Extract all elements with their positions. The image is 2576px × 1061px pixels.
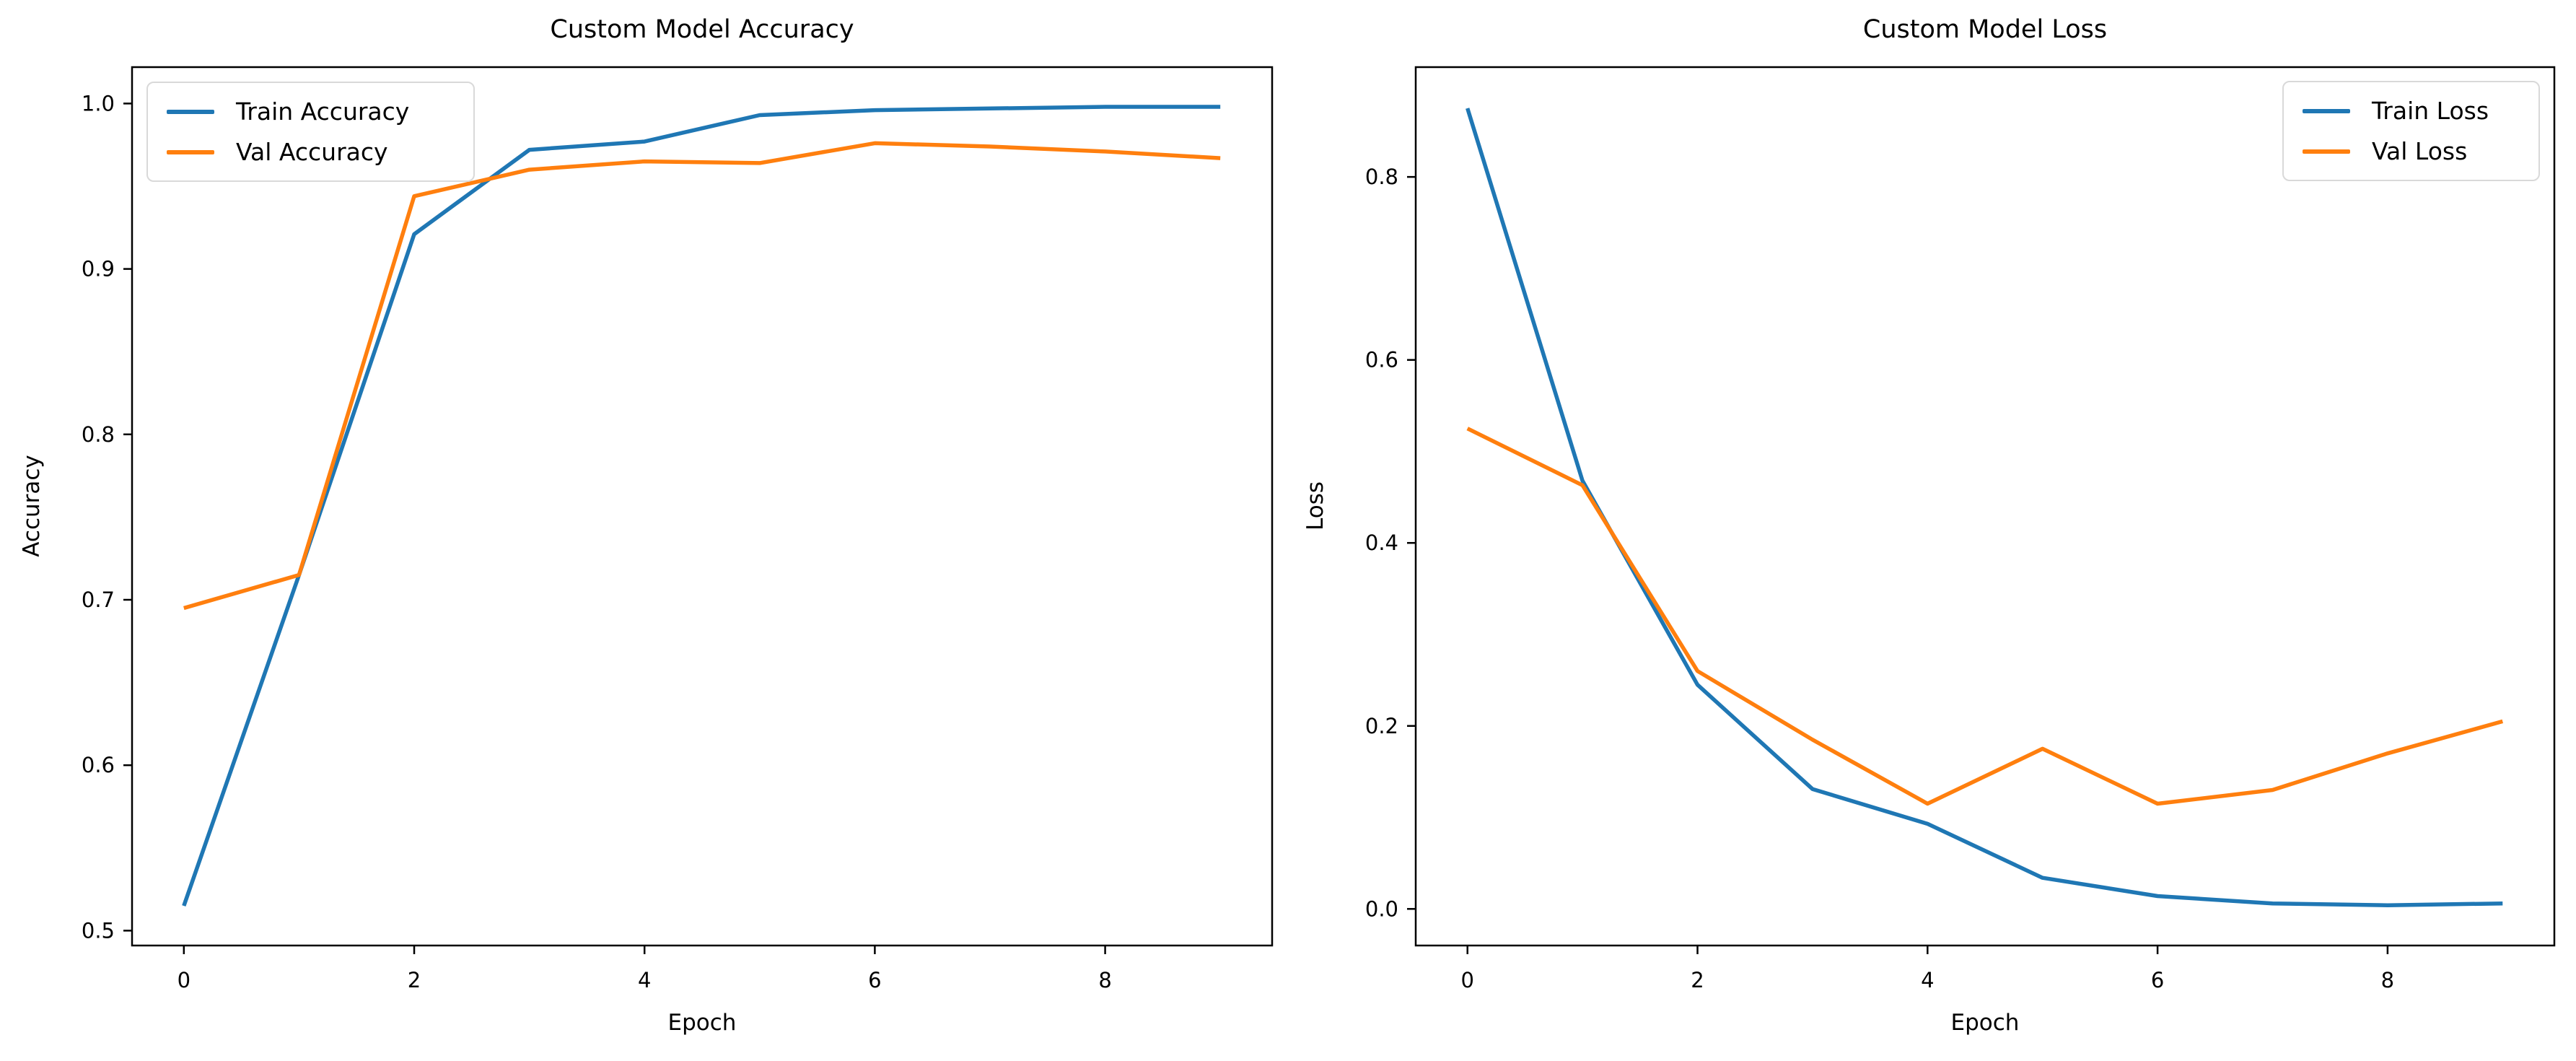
accuracy-x-axis-label: Epoch: [667, 1010, 737, 1036]
legend-label: Val Loss: [2372, 137, 2468, 165]
y-tick-label: 0.4: [1365, 530, 1398, 555]
y-tick-label: 0.8: [82, 422, 115, 447]
x-tick-label: 0: [178, 968, 190, 992]
x-tick-label: 6: [2151, 968, 2164, 992]
axes-spines: [1414, 66, 2556, 947]
x-tick-label: 4: [638, 968, 651, 992]
accuracy-y-axis-label: Accuracy: [19, 455, 45, 557]
y-tick-label: 1.0: [82, 91, 115, 115]
y-tick-label: 0.0: [1365, 896, 1398, 921]
legend-item-val-loss: Val Loss: [2303, 139, 2538, 163]
legend-item-train-accuracy: Train Accuracy: [167, 100, 473, 123]
train-accuracy-line: [182, 105, 1221, 907]
accuracy-legend: Train Accuracy Val Accuracy: [146, 82, 475, 182]
x-tick-label: 6: [868, 968, 881, 992]
legend-item-val-accuracy: Val Accuracy: [167, 140, 473, 164]
val-accuracy-line: [183, 141, 1221, 611]
train-accuracy-line-swatch: [167, 109, 214, 114]
x-tick-label: 2: [408, 968, 421, 992]
y-tick-label: 0.7: [82, 588, 115, 612]
val-accuracy-line-swatch: [167, 149, 214, 154]
loss-y-axis-label: Loss: [1302, 481, 1328, 530]
x-tick-label: 8: [1098, 968, 1111, 992]
legend-label: Train Loss: [2372, 97, 2489, 125]
y-tick-label: 0.2: [1365, 714, 1398, 738]
legend-label: Val Accuracy: [236, 138, 388, 166]
loss-chart-title: Custom Model Loss: [1862, 15, 2108, 44]
val-loss-line-swatch: [2303, 149, 2350, 154]
y-tick-label: 0.5: [82, 918, 115, 943]
x-tick-label: 0: [1461, 968, 1474, 992]
legend-item-train-loss: Train Loss: [2303, 99, 2538, 123]
legend-label: Train Accuracy: [236, 97, 410, 126]
x-tick-label: 2: [1691, 968, 1704, 992]
axes-spines: [131, 66, 1274, 947]
x-tick-label: 4: [1921, 968, 1934, 992]
y-tick-label: 0.9: [82, 257, 115, 281]
loss-x-axis-label: Epoch: [1950, 1010, 2020, 1036]
loss-legend: Train Loss Val Loss: [2282, 81, 2540, 181]
accuracy-chart-title: Custom Model Accuracy: [550, 15, 854, 44]
y-tick-label: 0.6: [1365, 348, 1398, 372]
y-tick-label: 0.8: [1365, 165, 1398, 189]
x-tick-label: 8: [2381, 968, 2394, 992]
y-tick-label: 0.6: [82, 753, 115, 777]
train-loss-line-swatch: [2303, 108, 2350, 113]
train-loss-line: [1466, 108, 2503, 907]
val-loss-line: [1466, 427, 2504, 806]
